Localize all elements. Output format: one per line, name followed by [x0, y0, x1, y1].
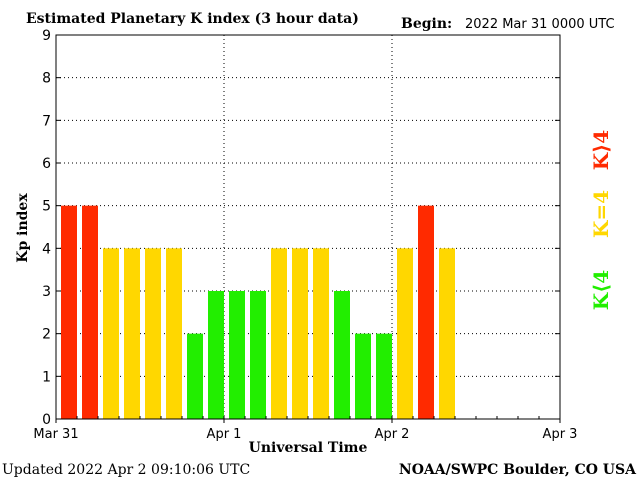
- kp-bar: [271, 248, 287, 419]
- kp-bar: [313, 248, 329, 419]
- y-tick-label: 1: [42, 369, 51, 385]
- kp-bar: [376, 333, 392, 419]
- updated-text: Updated 2022 Apr 2 09:10:06 UTC: [2, 462, 250, 478]
- legend-high: K⟩4: [589, 130, 613, 171]
- kp-bar: [439, 248, 455, 419]
- kp-bar: [187, 333, 203, 419]
- kp-bar: [103, 248, 119, 419]
- x-tick-label: Apr 2: [375, 427, 410, 442]
- chart-title: Estimated Planetary K index (3 hour data…: [26, 11, 359, 27]
- legend-low: K⟨4: [589, 270, 613, 311]
- kp-bar: [166, 248, 182, 419]
- kp-bar: [82, 205, 98, 419]
- kp-bar: [334, 291, 350, 419]
- kp-bar: [145, 248, 161, 419]
- y-tick-label: 6: [42, 156, 51, 172]
- x-tick-label: Apr 3: [543, 427, 578, 442]
- kp-bar: [355, 333, 371, 419]
- legend-equal: K=4: [589, 190, 613, 238]
- y-tick-label: 9: [42, 28, 51, 44]
- y-tick-label: 4: [42, 241, 51, 257]
- kp-bar: [397, 248, 413, 419]
- kp-bar: [250, 291, 266, 419]
- y-tick-label: 8: [42, 71, 51, 87]
- kp-bar: [418, 205, 434, 419]
- kp-bar: [124, 248, 140, 419]
- source-text: NOAA/SWPC Boulder, CO USA: [399, 462, 637, 478]
- kp-bar: [229, 291, 245, 419]
- plot-area: 0 1 2 3 4 5 6 7 8 9 Mar 31 Apr 1 Apr 2 Apr 3: [33, 28, 577, 442]
- kp-bar: [208, 291, 224, 419]
- y-tick-label: 7: [42, 113, 51, 129]
- y-tick-label: 5: [42, 199, 51, 215]
- kp-bar: [61, 205, 77, 419]
- y-tick-label: 3: [42, 284, 51, 300]
- kp-bar: [292, 248, 308, 419]
- y-tick-label: 0: [42, 412, 51, 428]
- y-axis-label: Kp index: [15, 193, 31, 263]
- begin-value: 2022 Mar 31 0000 UTC: [465, 17, 615, 32]
- x-tick-label: Apr 1: [207, 427, 242, 442]
- x-axis-label: Universal Time: [249, 440, 368, 456]
- y-tick-label: 2: [42, 327, 51, 343]
- x-tick-label: Mar 31: [33, 427, 78, 442]
- begin-label: Begin:: [401, 16, 452, 32]
